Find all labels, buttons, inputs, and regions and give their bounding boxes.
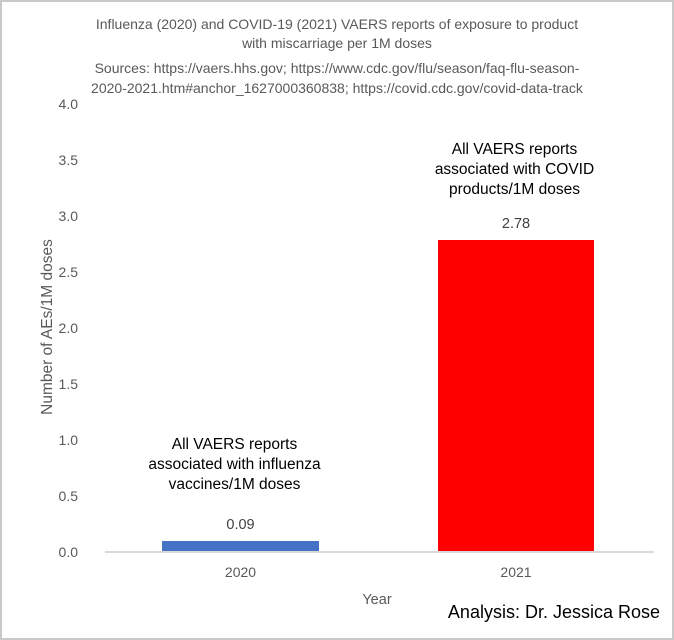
y-tick-label: 4.0 — [58, 96, 78, 112]
annotation-2020-line: associated with influenza — [148, 456, 321, 473]
x-axis-title: Year — [362, 592, 392, 608]
annotation-2021-line: All VAERS reports — [451, 141, 578, 158]
annotation-2020-line: All VAERS reports — [171, 436, 298, 453]
x-axis-line — [105, 551, 654, 553]
chart-sources-line: Sources: https://vaers.hhs.gov; https://… — [94, 60, 580, 76]
y-tick-label: 0.0 — [58, 544, 78, 560]
data-label-2020: 0.09 — [226, 517, 255, 533]
y-tick-label: 3.0 — [58, 208, 78, 224]
annotation-2021: All VAERS reports associated with COVID … — [387, 140, 642, 200]
y-tick-label: 2.5 — [58, 264, 78, 280]
chart-title-line: Influenza (2020) and COVID-19 (2021) VAE… — [95, 16, 579, 32]
chart-sources-line: 2020-2021.htm#anchor_1627000360838; http… — [91, 80, 583, 96]
x-tick-label-2020: 2020 — [224, 564, 257, 580]
data-label-2021: 2.78 — [501, 216, 531, 232]
chart-title: Influenza (2020) and COVID-19 (2021) VAE… — [2, 15, 672, 53]
chart-title-line: with miscarriage per 1M doses — [242, 35, 432, 51]
y-tick-label: 1.5 — [58, 376, 78, 392]
y-tick-label: 0.5 — [58, 488, 78, 504]
y-tick-label: 1.0 — [58, 432, 78, 448]
chart-header: Influenza (2020) and COVID-19 (2021) VAE… — [2, 15, 672, 98]
y-tick-label: 3.5 — [58, 152, 78, 168]
annotation-2020: All VAERS reports associated with influe… — [107, 435, 362, 495]
bar-2020 — [162, 541, 319, 551]
annotation-2021-line: associated with COVID — [434, 161, 595, 178]
y-tick-label: 2.0 — [58, 320, 78, 336]
annotation-2020-line: vaccines/1M doses — [168, 476, 301, 493]
chart-sources: Sources: https://vaers.hhs.gov; https://… — [2, 58, 672, 98]
x-tick-label-2021: 2021 — [500, 564, 532, 580]
bar-2021 — [438, 240, 594, 551]
annotation-2021-line: products/1M doses — [449, 181, 580, 198]
credit-text: Analysis: Dr. Jessica Rose — [447, 602, 660, 622]
